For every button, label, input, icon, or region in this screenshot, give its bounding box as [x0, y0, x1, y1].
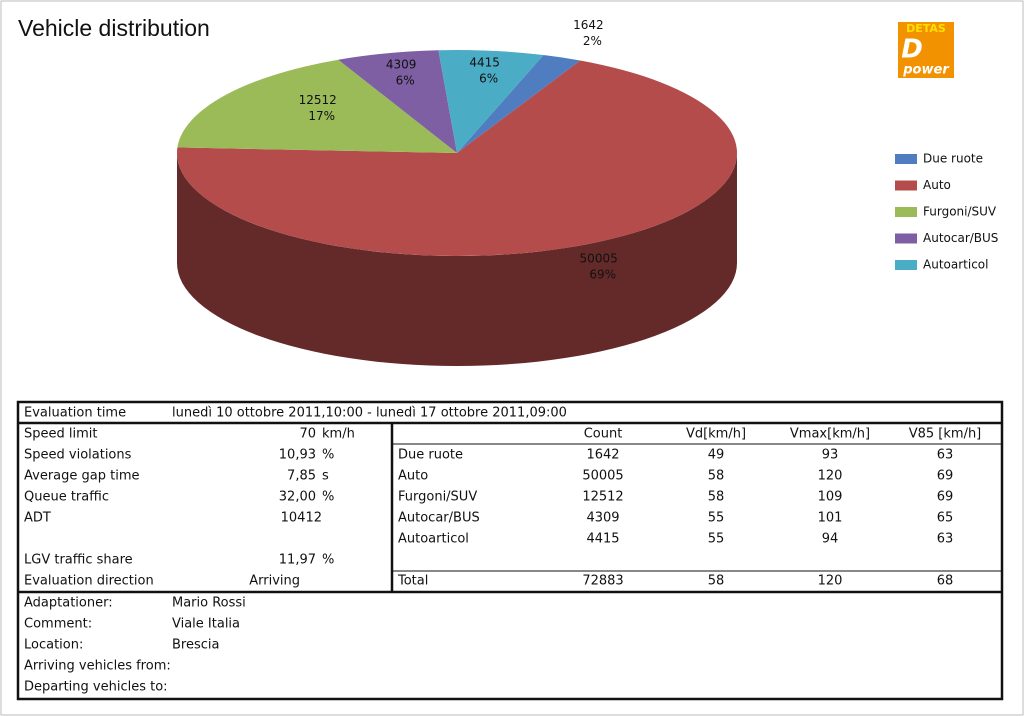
cell: 65	[937, 511, 954, 526]
logo: DETAS D power	[898, 22, 954, 78]
legend-swatch	[895, 233, 917, 244]
cell: 12512	[582, 490, 623, 505]
param-value: 10412	[281, 511, 322, 526]
cell: 120	[818, 574, 843, 589]
info-value: Mario Rossi	[172, 596, 246, 611]
cell: 94	[822, 532, 839, 547]
param-unit: km/h	[322, 427, 355, 442]
param-unit: %	[322, 448, 334, 463]
param-label: Speed limit	[24, 427, 97, 442]
slice	[438, 49, 544, 153]
row-name: Autocar/BUS	[398, 511, 480, 526]
row-name: Auto	[398, 469, 428, 484]
cell: 63	[937, 448, 954, 463]
column-header: Vd[km/h]	[686, 427, 746, 442]
logo-box	[898, 22, 954, 78]
data-label: 1642	[573, 18, 604, 32]
cell: 120	[818, 469, 843, 484]
param-unit: %	[322, 553, 334, 568]
info-value: Brescia	[172, 638, 219, 653]
data-label: 50005	[580, 251, 618, 265]
percent-label: 2%	[583, 34, 602, 48]
cell: 69	[937, 490, 954, 505]
slice	[177, 59, 457, 153]
cell: 58	[708, 574, 725, 589]
info-value: Viale Italia	[172, 617, 240, 632]
table-frame	[16, 400, 1004, 701]
cell: 69	[937, 469, 954, 484]
cell: 93	[822, 448, 839, 463]
row-label: Evaluation time	[24, 406, 126, 421]
data-label: 4309	[386, 58, 417, 72]
cell: 55	[708, 532, 725, 547]
data-label: 12512	[299, 93, 337, 107]
info-label: Comment:	[24, 617, 92, 632]
chart-title: Vehicle distribution	[18, 15, 210, 41]
legend-label: Autocar/BUS	[923, 231, 998, 245]
legend-label: Due ruote	[923, 152, 983, 166]
cell: 49	[708, 448, 725, 463]
cell: 4309	[586, 511, 619, 526]
legend-swatch	[895, 180, 917, 191]
cell: 58	[708, 469, 725, 484]
param-value: 11,97	[279, 553, 316, 568]
row-value: lunedì 10 ottobre 2011,10:00 - lunedì 17…	[172, 406, 567, 421]
row-name: Autoarticol	[398, 532, 469, 547]
slice	[338, 50, 457, 153]
cell: 63	[937, 532, 954, 547]
legend-swatch	[895, 154, 917, 164]
cell: 4415	[586, 532, 619, 547]
param-label: Evaluation direction	[24, 574, 154, 589]
info-label: Departing vehicles to:	[24, 680, 168, 695]
param-label: Queue traffic	[24, 490, 109, 505]
param-label: ADT	[24, 511, 51, 526]
cell: 50005	[582, 469, 623, 484]
param-unit: s	[322, 469, 329, 484]
param-unit: %	[322, 490, 334, 505]
param-label: LGV traffic share	[24, 553, 133, 568]
info-label: Adaptationer:	[24, 596, 113, 611]
cell: 101	[818, 511, 843, 526]
legend-label: Furgoni/SUV	[923, 205, 997, 219]
slice	[457, 55, 581, 153]
param-label: Average gap time	[24, 469, 140, 484]
column-header: Count	[584, 427, 623, 442]
legend-label: Auto	[923, 178, 951, 192]
cell: 55	[708, 511, 725, 526]
cell: 58	[708, 490, 725, 505]
info-label: Arriving vehicles from:	[24, 659, 171, 674]
cell: 1642	[586, 448, 619, 463]
legend-swatch	[895, 260, 917, 270]
cell: 68	[937, 574, 954, 589]
row-name: Total	[397, 574, 428, 589]
info-label: Location:	[24, 638, 83, 653]
param-value: 7,85	[287, 469, 316, 484]
percent-label: 6%	[396, 74, 415, 88]
legend-swatch	[895, 207, 917, 217]
row-name: Furgoni/SUV	[398, 490, 477, 505]
logo-word: power	[902, 63, 950, 78]
slice-side	[177, 153, 737, 366]
param-value: 70	[299, 427, 316, 442]
param-value: Arriving	[249, 574, 300, 589]
percent-label: 69%	[589, 267, 616, 281]
logo-top: DETAS	[906, 22, 946, 35]
param-value: 32,00	[279, 490, 316, 505]
legend-label: Autoarticol	[923, 258, 988, 272]
percent-label: 17%	[308, 109, 335, 123]
column-header: V85 [km/h]	[909, 427, 982, 442]
param-label: Speed violations	[24, 448, 132, 463]
data-label: 4415	[469, 56, 500, 70]
slice	[177, 60, 737, 257]
row-name: Due ruote	[398, 448, 463, 463]
param-value: 10,93	[279, 448, 316, 463]
percent-label: 6%	[479, 72, 498, 86]
cell: 72883	[582, 574, 623, 589]
cell: 109	[818, 490, 843, 505]
logo-letter: D	[901, 35, 923, 65]
column-header: Vmax[km/h]	[790, 427, 870, 442]
